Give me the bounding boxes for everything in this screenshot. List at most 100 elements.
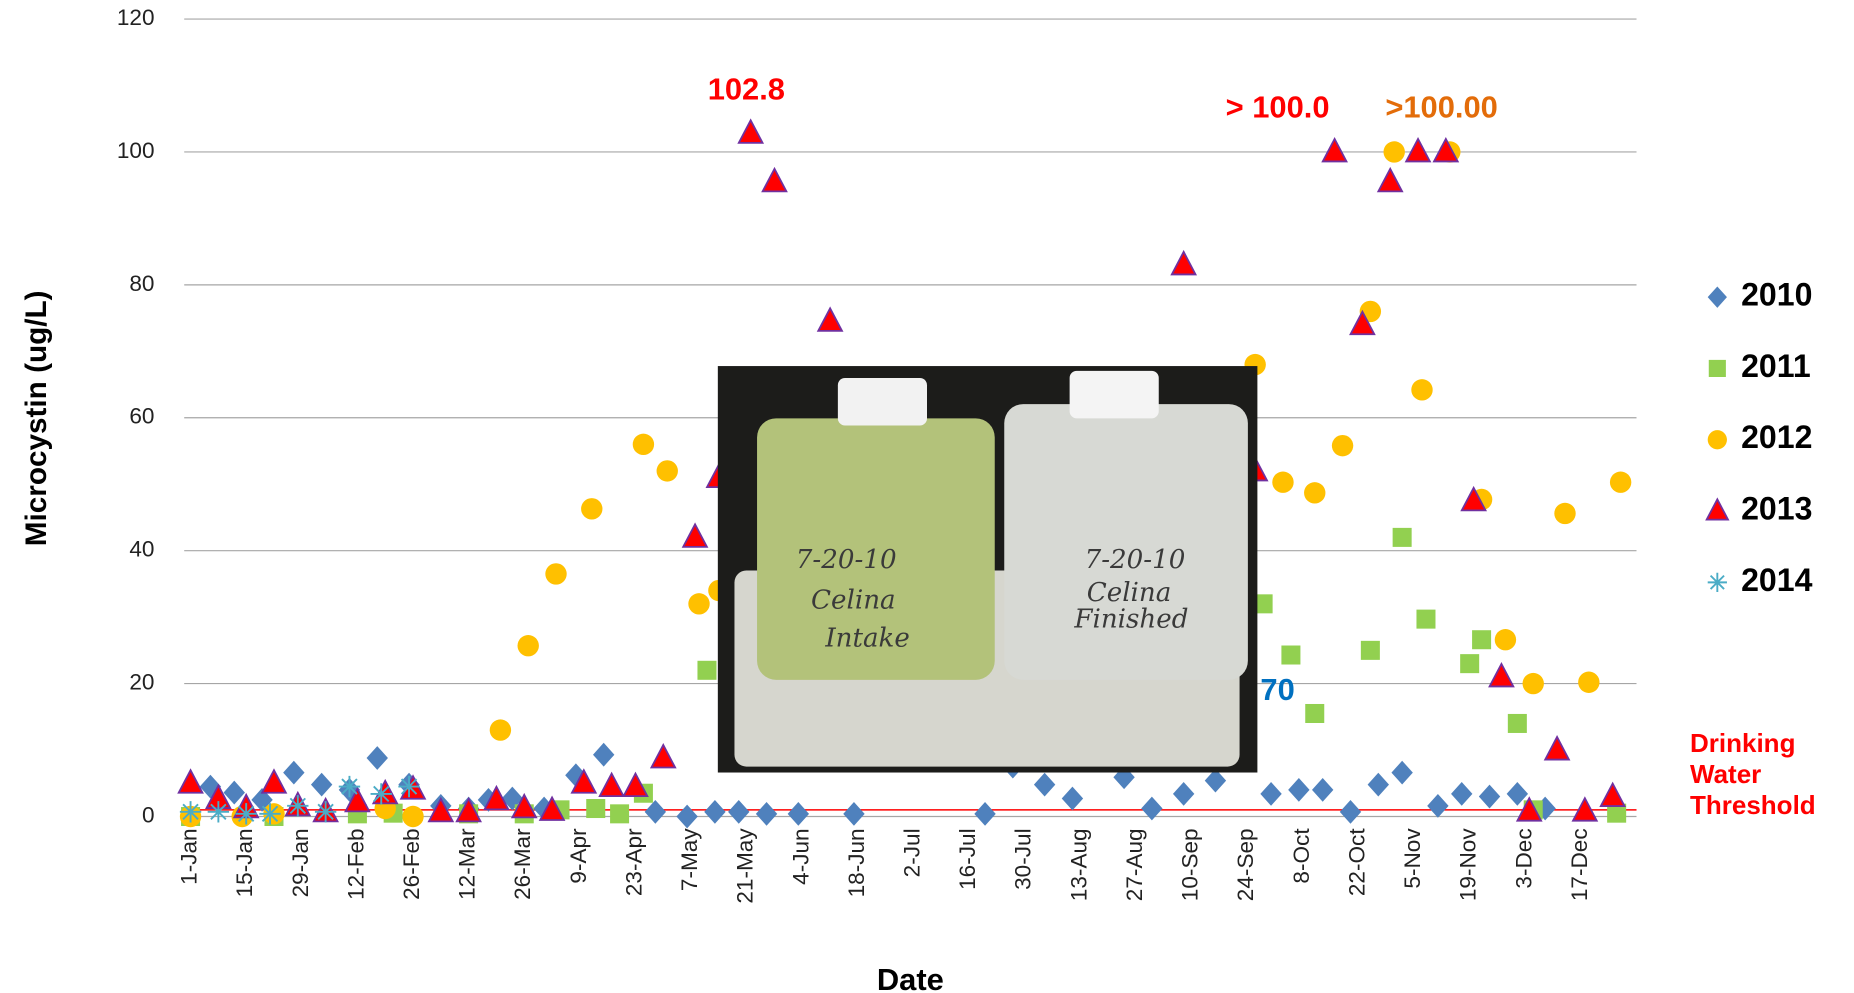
x-tick-label: 10-Sep — [1178, 828, 1203, 901]
marker — [1479, 785, 1500, 809]
marker — [1393, 528, 1412, 547]
marker — [586, 799, 605, 818]
marker — [739, 120, 763, 143]
legend-label: 2012 — [1741, 419, 1812, 455]
marker — [398, 776, 419, 797]
marker — [1508, 714, 1527, 733]
photo: 7-20-10 Celina Intake 7-20-10 Celina Fin… — [718, 366, 1258, 772]
marker — [1062, 787, 1083, 811]
annotation: 102.8 — [708, 72, 785, 107]
marker — [728, 800, 749, 824]
marker — [1361, 641, 1380, 660]
x-tick-label: 4-Jun — [788, 828, 813, 884]
y-tick-label: 120 — [117, 5, 155, 30]
marker — [1383, 141, 1404, 162]
marker — [490, 719, 511, 740]
marker — [518, 635, 539, 656]
marker — [235, 803, 256, 824]
marker — [645, 800, 666, 824]
marker — [593, 743, 614, 767]
marker — [688, 593, 709, 614]
marker — [756, 802, 777, 826]
legend-label: 2011 — [1741, 348, 1811, 384]
x-tick-label: 30-Jul — [1011, 828, 1036, 890]
marker — [1281, 646, 1300, 665]
x-tick-label: 1-Jan — [177, 828, 202, 884]
x-tick-label: 23-Apr — [621, 828, 646, 896]
marker — [1406, 139, 1430, 162]
marker — [651, 745, 675, 768]
marker — [1495, 629, 1516, 650]
x-tick-label: 7-May — [677, 828, 702, 891]
threshold-label: Drinking Water Threshold — [1690, 728, 1850, 821]
marker — [1391, 761, 1412, 785]
marker — [1260, 782, 1281, 806]
legend-marker — [1707, 499, 1728, 519]
marker — [1490, 664, 1514, 687]
marker — [180, 801, 201, 822]
y-tick-label: 60 — [129, 404, 154, 429]
marker — [1323, 139, 1347, 162]
x-tick-label: 13-Aug — [1066, 828, 1091, 901]
x-tick-label: 27-Aug — [1122, 828, 1147, 901]
photo-label: Finished — [1073, 604, 1188, 634]
x-tick-label: 26-Feb — [399, 828, 424, 900]
legend-marker — [1708, 286, 1727, 307]
x-tick-label: 24-Sep — [1233, 828, 1258, 901]
marker — [633, 434, 654, 455]
x-tick-label: 18-Jun — [844, 828, 869, 897]
photo-label: Intake — [824, 623, 910, 653]
marker — [367, 746, 388, 770]
x-tick-label: 15-Jan — [232, 828, 257, 897]
legend-marker — [1708, 573, 1727, 592]
annotation: >100.00 — [1385, 90, 1498, 125]
y-tick-label: 100 — [117, 138, 155, 163]
marker — [1578, 672, 1599, 693]
annotation: > 100.0 — [1226, 90, 1330, 125]
marker — [1332, 435, 1353, 456]
x-tick-label: 17-Dec — [1567, 828, 1592, 901]
marker — [1451, 782, 1472, 806]
marker — [1305, 704, 1324, 723]
marker — [610, 804, 629, 823]
marker — [763, 169, 787, 192]
x-tick-label: 12-Feb — [343, 828, 368, 900]
marker — [676, 805, 697, 829]
marker — [683, 524, 707, 547]
marker — [1411, 379, 1432, 400]
x-tick-label: 12-Mar — [455, 828, 480, 900]
page: 7-20-10 Celina Intake 7-20-10 Celina Fin… — [0, 0, 1854, 993]
marker — [1034, 773, 1055, 797]
marker — [1601, 783, 1625, 806]
marker — [600, 774, 624, 797]
marker — [262, 770, 286, 793]
x-tick-label: 9-Apr — [566, 828, 591, 884]
y-tick-label: 20 — [129, 670, 154, 695]
x-tick-label: 16-Jul — [955, 828, 980, 890]
marker — [1427, 794, 1448, 818]
marker — [545, 563, 566, 584]
marker — [1545, 737, 1569, 760]
legend-marker — [1708, 430, 1727, 449]
marker — [1368, 773, 1389, 797]
photo-label: Celina — [811, 585, 896, 615]
marker — [283, 761, 304, 785]
marker — [1312, 778, 1333, 802]
x-tick-label: 29-Jan — [288, 828, 313, 897]
marker — [1554, 503, 1575, 524]
marker — [402, 806, 423, 827]
marker — [311, 773, 332, 797]
x-tick-label: 19-Nov — [1456, 828, 1481, 901]
marker — [818, 308, 842, 331]
x-tick-label: 8-Oct — [1289, 828, 1314, 884]
x-tick-label: 22-Oct — [1344, 828, 1369, 896]
photo-label: 7-20-10 — [1085, 545, 1186, 575]
marker — [1340, 800, 1361, 824]
marker — [1460, 654, 1479, 673]
y-tick-label: 80 — [129, 271, 154, 296]
y-tick-label: 0 — [142, 802, 155, 827]
marker — [208, 801, 229, 822]
marker — [974, 802, 995, 826]
marker — [704, 800, 725, 824]
cap — [838, 378, 927, 426]
